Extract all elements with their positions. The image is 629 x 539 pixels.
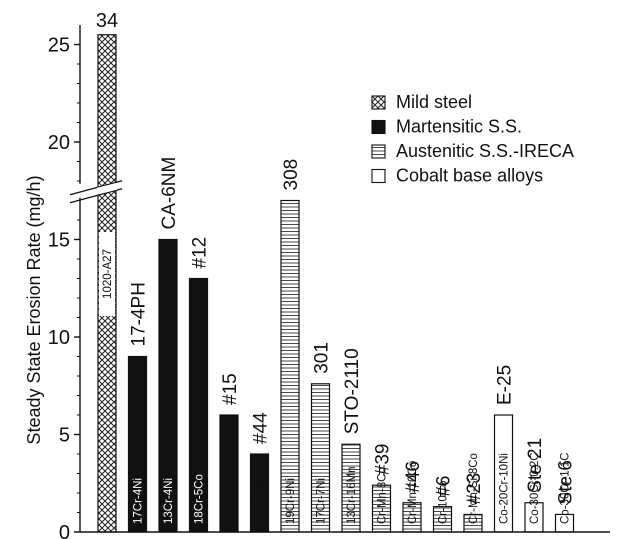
bar-composition-label: 13Cr-4Ni bbox=[163, 478, 175, 524]
bar-composition-label: Co-30Cr-1.1C bbox=[560, 452, 572, 524]
bar-name-label: STO-2110 bbox=[342, 348, 363, 434]
bar-composition-label: Co-20Cr-10Ni bbox=[499, 453, 511, 524]
axis-break-mark bbox=[69, 188, 123, 204]
legend-swatch bbox=[371, 119, 386, 135]
bar-label-backing bbox=[99, 232, 115, 316]
y-axis-label: Steady State Erosion Rate (mg/h) bbox=[24, 175, 44, 444]
bar-composition-label: 1020-A27 bbox=[102, 249, 114, 299]
bar-name-label: #46 bbox=[403, 461, 424, 493]
bar-name-label: Ste 21 bbox=[525, 438, 546, 493]
legend-label: Austenitic S.S.-IRECA bbox=[396, 141, 574, 161]
legend-swatch bbox=[371, 144, 386, 159]
legend-swatch bbox=[371, 95, 386, 110]
y-tick-label: 0 bbox=[59, 522, 70, 539]
bar-composition-label: 19Cr-9Ni bbox=[285, 478, 297, 524]
bar-name-label: #23 bbox=[464, 473, 485, 505]
bar-composition-label: 13Cr-5Co bbox=[224, 474, 236, 524]
bar-name-label: #44 bbox=[251, 412, 272, 444]
bar-composition-label: Cr-Mn-10Co bbox=[407, 461, 419, 524]
bar-name-label: CA-6NM bbox=[159, 157, 180, 230]
bar-composition-label: 18Cr-5Co bbox=[194, 474, 206, 524]
bar-name-label: 301 bbox=[312, 342, 333, 374]
y-tick-label: 5 bbox=[59, 425, 70, 447]
bar-composition-label: Cr-Mn-Si-8Co bbox=[468, 453, 480, 524]
legend-swatch bbox=[371, 168, 386, 184]
bar-composition-label: Cr-Mn-8Co bbox=[377, 467, 389, 524]
axis-break-mark bbox=[69, 180, 123, 196]
bar-composition-label: 15Cr-6Mn bbox=[255, 473, 267, 524]
y-tick-label: 20 bbox=[48, 132, 70, 154]
bar-name-label: 34 bbox=[96, 10, 118, 32]
legend-label: Mild steel bbox=[396, 92, 472, 112]
axis-break-gap bbox=[97, 182, 117, 195]
bar-composition-label: 17Cr-4Ni bbox=[133, 478, 145, 524]
y-tick-label: 15 bbox=[48, 230, 70, 252]
legend-label: Martensitic S.S. bbox=[396, 117, 522, 137]
bar-name-label: #12 bbox=[190, 237, 211, 269]
bar-name-label: 17-4PH bbox=[129, 282, 150, 346]
bar-name-label: 308 bbox=[281, 159, 302, 191]
legend-label: Cobalt base alloys bbox=[396, 166, 543, 186]
bar-name-label: Ste 6 bbox=[556, 460, 577, 504]
bar-composition-label: 17Cr-7Ni bbox=[316, 478, 328, 524]
bar-composition-label: Cr-10Co bbox=[438, 481, 450, 524]
bar-composition-label: Co-30Cr-0.2C bbox=[529, 452, 541, 524]
y-tick-label: 25 bbox=[48, 35, 70, 57]
bar-name-label: E-25 bbox=[495, 365, 516, 405]
y-tick-label: 10 bbox=[48, 327, 70, 349]
bar-name-label: #6 bbox=[434, 476, 455, 497]
bar-composition-label: 13Cr-16Mn bbox=[346, 466, 358, 524]
bar-name-label: #15 bbox=[220, 373, 241, 405]
bar-name-label: #39 bbox=[373, 443, 394, 475]
